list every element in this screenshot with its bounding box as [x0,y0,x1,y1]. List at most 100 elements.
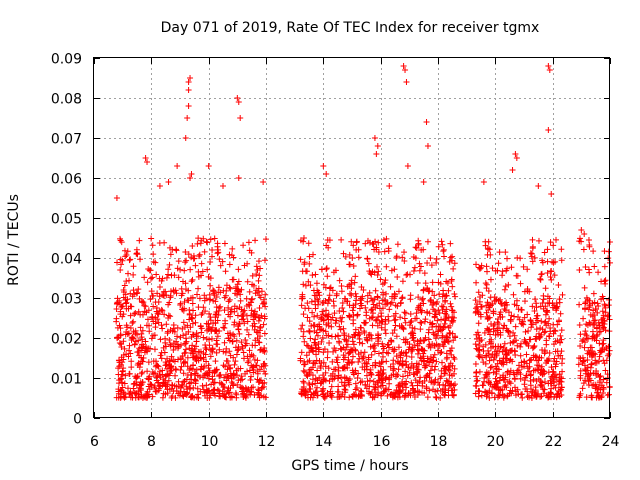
data-point [163,361,170,368]
data-point [197,366,204,373]
data-point [387,337,394,344]
data-point [316,346,323,353]
data-point [369,314,376,321]
data-point [325,311,332,318]
data-point [337,315,344,322]
data-point [257,265,264,272]
data-point [126,370,133,377]
data-point [185,103,192,109]
data-point [300,367,307,374]
data-point [367,377,374,384]
data-point [166,261,173,268]
data-point [127,394,134,401]
data-point [177,334,184,341]
data-point [588,354,595,361]
data-point [525,328,532,335]
data-point [578,227,585,233]
data-point [337,345,344,352]
data-point [546,300,553,307]
data-point [136,384,143,391]
data-point [395,390,402,397]
data-point [414,306,421,313]
data-point [375,239,382,246]
data-point [523,360,530,367]
data-point [539,259,546,266]
data-point [485,326,492,333]
data-point [336,277,343,284]
data-point [440,287,447,294]
data-point [382,385,389,392]
data-point [596,373,603,380]
data-point [473,335,480,342]
data-point [148,275,155,282]
data-point [406,369,413,376]
data-point [510,291,517,298]
data-point [334,394,341,401]
data-point [138,370,145,377]
data-point [451,290,458,297]
data-point [120,356,127,363]
data-point [150,358,157,365]
data-point [322,284,329,291]
data-point [352,380,359,387]
data-point [164,355,171,362]
data-point [315,340,322,347]
data-point [231,333,238,340]
data-point [449,387,456,394]
data-point [394,372,401,379]
data-point [475,320,482,327]
data-point [424,143,431,149]
data-point [174,356,181,363]
data-point [227,352,234,359]
data-point [352,273,359,280]
data-point [167,294,174,301]
data-point [349,255,356,262]
data-point [260,393,267,400]
data-point [260,321,267,328]
data-point [127,312,134,319]
data-point [114,334,121,341]
data-point [413,363,420,370]
data-point [344,341,351,348]
data-point [155,298,162,305]
data-point [375,268,382,275]
data-point [357,324,364,331]
data-point [355,254,362,261]
data-point [397,300,404,307]
data-point [205,326,212,333]
data-point [198,260,205,267]
data-point [205,365,212,372]
data-point [421,378,428,385]
data-point [207,282,214,289]
data-point [591,263,598,270]
data-point [434,332,441,339]
data-point [234,291,241,298]
data-point [537,275,544,282]
data-point [397,314,404,321]
data-point [135,391,142,398]
data-point [322,393,329,400]
data-point [203,320,210,327]
data-point [399,278,406,285]
data-point [187,324,194,331]
data-point [168,362,175,369]
data-point [584,356,591,363]
data-point [228,252,235,259]
data-point [330,302,337,309]
data-point [532,296,539,303]
data-point [446,363,453,370]
data-point [438,316,445,323]
data-point [341,374,348,381]
data-point [581,231,588,237]
data-point [234,381,241,388]
y-tick-label: 0.01 [51,372,82,388]
data-point [224,373,231,380]
data-point [304,300,311,307]
data-point [439,241,446,248]
data-point [533,312,540,319]
data-point [517,280,524,287]
data-point [165,271,172,278]
data-point [305,305,312,312]
data-point [392,322,399,329]
data-point [557,332,564,339]
